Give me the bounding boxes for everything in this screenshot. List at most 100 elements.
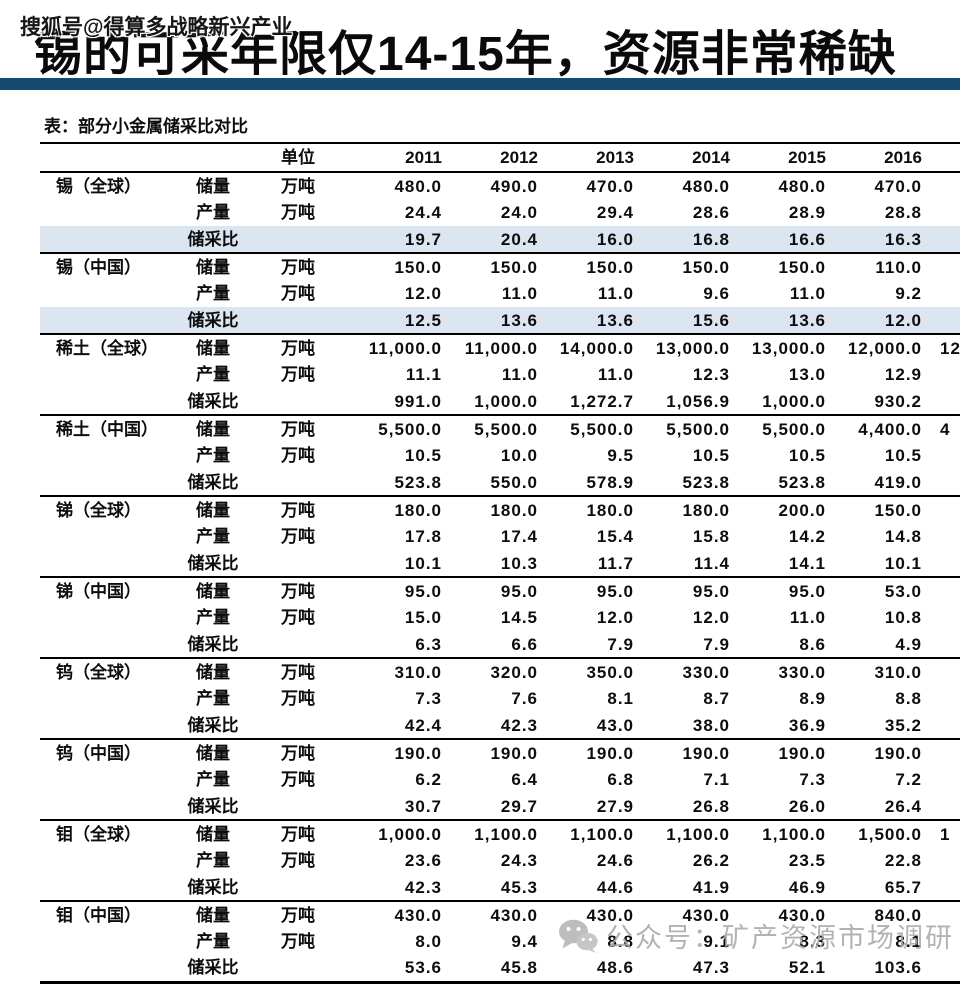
row-indicator-label: 储采比 bbox=[170, 307, 256, 334]
value-cell: 53.6 bbox=[340, 955, 448, 984]
metal-empty bbox=[40, 847, 170, 874]
table-row: 储采比 12.5 13.6 13.6 15.6 13.6 12.0 bbox=[40, 307, 960, 334]
row-indicator-label: 储采比 bbox=[187, 472, 239, 492]
value-cell: 8.6 bbox=[799, 634, 826, 654]
unit-cell: 万吨 bbox=[281, 446, 315, 465]
value-cell: 24.3 bbox=[500, 851, 538, 870]
overflow-value-cell bbox=[928, 388, 960, 415]
overflow-value-cell bbox=[928, 361, 960, 388]
unit-cell bbox=[256, 550, 340, 577]
value-cell: 4,400.0 bbox=[832, 414, 928, 442]
table-row: 钨（全球） 储量 万吨 310.0 320.0 350.0 330.0 330.0 310.0 bbox=[40, 657, 960, 685]
value-cell: 35.2 bbox=[884, 715, 922, 735]
page-title: 锡的可采年限仅14-15年，资源非常稀缺 bbox=[34, 28, 897, 81]
table-row: 稀土（全球） 储量 万吨 11,000.0 11,000.0 14,000.0 13,000… bbox=[40, 333, 960, 361]
value-cell: 26.8 bbox=[692, 796, 730, 816]
overflow-value-cell: 4 bbox=[928, 414, 960, 442]
row-indicator-label: 储采比 bbox=[170, 955, 256, 984]
value-cell: 8.9 bbox=[799, 689, 826, 708]
overflow-value-cell bbox=[928, 604, 960, 631]
value-cell: 9.4 bbox=[511, 932, 538, 951]
row-indicator-label: 储采比 bbox=[187, 715, 239, 735]
value-cell: 8.8 bbox=[607, 932, 634, 951]
overflow-value-cell bbox=[928, 307, 960, 334]
overflow-value-cell bbox=[928, 226, 960, 253]
value-cell: 150.0 bbox=[544, 252, 640, 280]
unit-cell bbox=[256, 712, 340, 739]
value-cell: 14.2 bbox=[788, 527, 826, 546]
table-row: 产量 万吨 7.3 7.6 8.1 8.7 8.9 8.8 bbox=[40, 685, 960, 712]
value-cell: 1,272.7 bbox=[570, 391, 634, 411]
value-cell: 840.0 bbox=[832, 900, 928, 928]
value-cell: 27.9 bbox=[596, 796, 634, 816]
table-row: 储采比 19.7 20.4 16.0 16.8 16.6 16.3 bbox=[40, 226, 960, 253]
value-cell: 26.4 bbox=[884, 796, 922, 816]
table-row: 产量 万吨 23.6 24.3 24.6 26.2 23.5 22.8 bbox=[40, 847, 960, 874]
value-cell: 310.0 bbox=[340, 657, 448, 685]
value-cell: 200.0 bbox=[736, 495, 832, 523]
value-cell: 7.3 bbox=[415, 689, 442, 708]
value-cell: 10.8 bbox=[884, 608, 922, 627]
table-row: 产量 万吨 12.0 11.0 11.0 9.6 11.0 9.2 bbox=[40, 280, 960, 307]
title-underline-bar bbox=[0, 78, 960, 90]
value-cell: 1,056.9 bbox=[666, 391, 730, 411]
row-indicator-label: 储量 bbox=[170, 738, 256, 766]
unit-cell bbox=[256, 226, 340, 253]
value-cell: 28.6 bbox=[692, 203, 730, 222]
value-cell: 16.8 bbox=[640, 226, 736, 253]
row-indicator-label: 产量 bbox=[196, 365, 230, 384]
value-cell: 8.0 bbox=[415, 932, 442, 951]
table-row: 储采比 42.4 42.3 43.0 38.0 36.9 35.2 bbox=[40, 712, 960, 739]
value-cell: 1,000.0 bbox=[340, 819, 448, 847]
value-cell: 14.1 bbox=[788, 553, 826, 573]
value-cell: 180.0 bbox=[448, 495, 544, 523]
value-cell: 13.6 bbox=[448, 307, 544, 334]
metal-empty bbox=[40, 766, 170, 793]
row-indicator-label: 产量 bbox=[196, 446, 230, 465]
value-cell: 5,500.0 bbox=[340, 414, 448, 442]
unit-cell: 万吨 bbox=[256, 414, 340, 442]
unit-cell: 万吨 bbox=[281, 608, 315, 627]
value-cell: 10.5 bbox=[692, 446, 730, 465]
metal-empty bbox=[40, 685, 170, 712]
value-cell: 180.0 bbox=[340, 495, 448, 523]
table-row: 锑（全球） 储量 万吨 180.0 180.0 180.0 180.0 200.0 150.0 bbox=[40, 495, 960, 523]
year-header-2013: 2013 bbox=[544, 144, 640, 173]
value-cell: 103.6 bbox=[832, 955, 928, 984]
value-cell: 12.3 bbox=[692, 365, 730, 384]
unit-cell bbox=[256, 955, 340, 984]
metal-empty bbox=[40, 793, 170, 820]
table-row: 锡（全球） 储量 万吨 480.0 490.0 470.0 480.0 480.0 470.0 bbox=[40, 172, 960, 199]
overflow-value-cell: 12 bbox=[928, 333, 960, 361]
value-cell: 12.9 bbox=[884, 365, 922, 384]
table-row: 储采比 523.8 550.0 578.9 523.8 523.8 419.0 bbox=[40, 469, 960, 496]
overflow-value-cell bbox=[928, 928, 960, 955]
value-cell: 29.4 bbox=[596, 203, 634, 222]
value-cell: 110.0 bbox=[832, 252, 928, 280]
metal-name: 钨（全球） bbox=[40, 657, 170, 685]
value-cell: 5,500.0 bbox=[640, 414, 736, 442]
value-cell: 578.9 bbox=[586, 472, 634, 492]
value-cell: 42.3 bbox=[404, 877, 442, 897]
value-cell: 1,500.0 bbox=[832, 819, 928, 847]
overflow-value-cell bbox=[928, 793, 960, 820]
value-cell: 15.4 bbox=[596, 527, 634, 546]
value-cell: 14.8 bbox=[884, 527, 922, 546]
value-cell: 65.7 bbox=[884, 877, 922, 897]
value-cell: 52.1 bbox=[736, 955, 832, 984]
value-cell: 14.5 bbox=[500, 608, 538, 627]
value-cell: 10.0 bbox=[500, 446, 538, 465]
value-cell: 46.9 bbox=[788, 877, 826, 897]
row-indicator-label: 储量 bbox=[170, 495, 256, 523]
value-cell: 9.6 bbox=[703, 284, 730, 303]
value-cell: 10.5 bbox=[884, 446, 922, 465]
value-cell: 6.3 bbox=[415, 634, 442, 654]
value-cell: 430.0 bbox=[736, 900, 832, 928]
value-cell: 53.0 bbox=[832, 576, 928, 604]
value-cell: 12.0 bbox=[832, 307, 928, 334]
table-row: 储采比 53.6 45.8 48.6 47.3 52.1 103.6 bbox=[40, 955, 960, 984]
unit-cell: 万吨 bbox=[281, 176, 315, 196]
value-cell: 12.5 bbox=[340, 307, 448, 334]
value-cell: 330.0 bbox=[640, 657, 736, 685]
metal-empty bbox=[40, 388, 170, 415]
